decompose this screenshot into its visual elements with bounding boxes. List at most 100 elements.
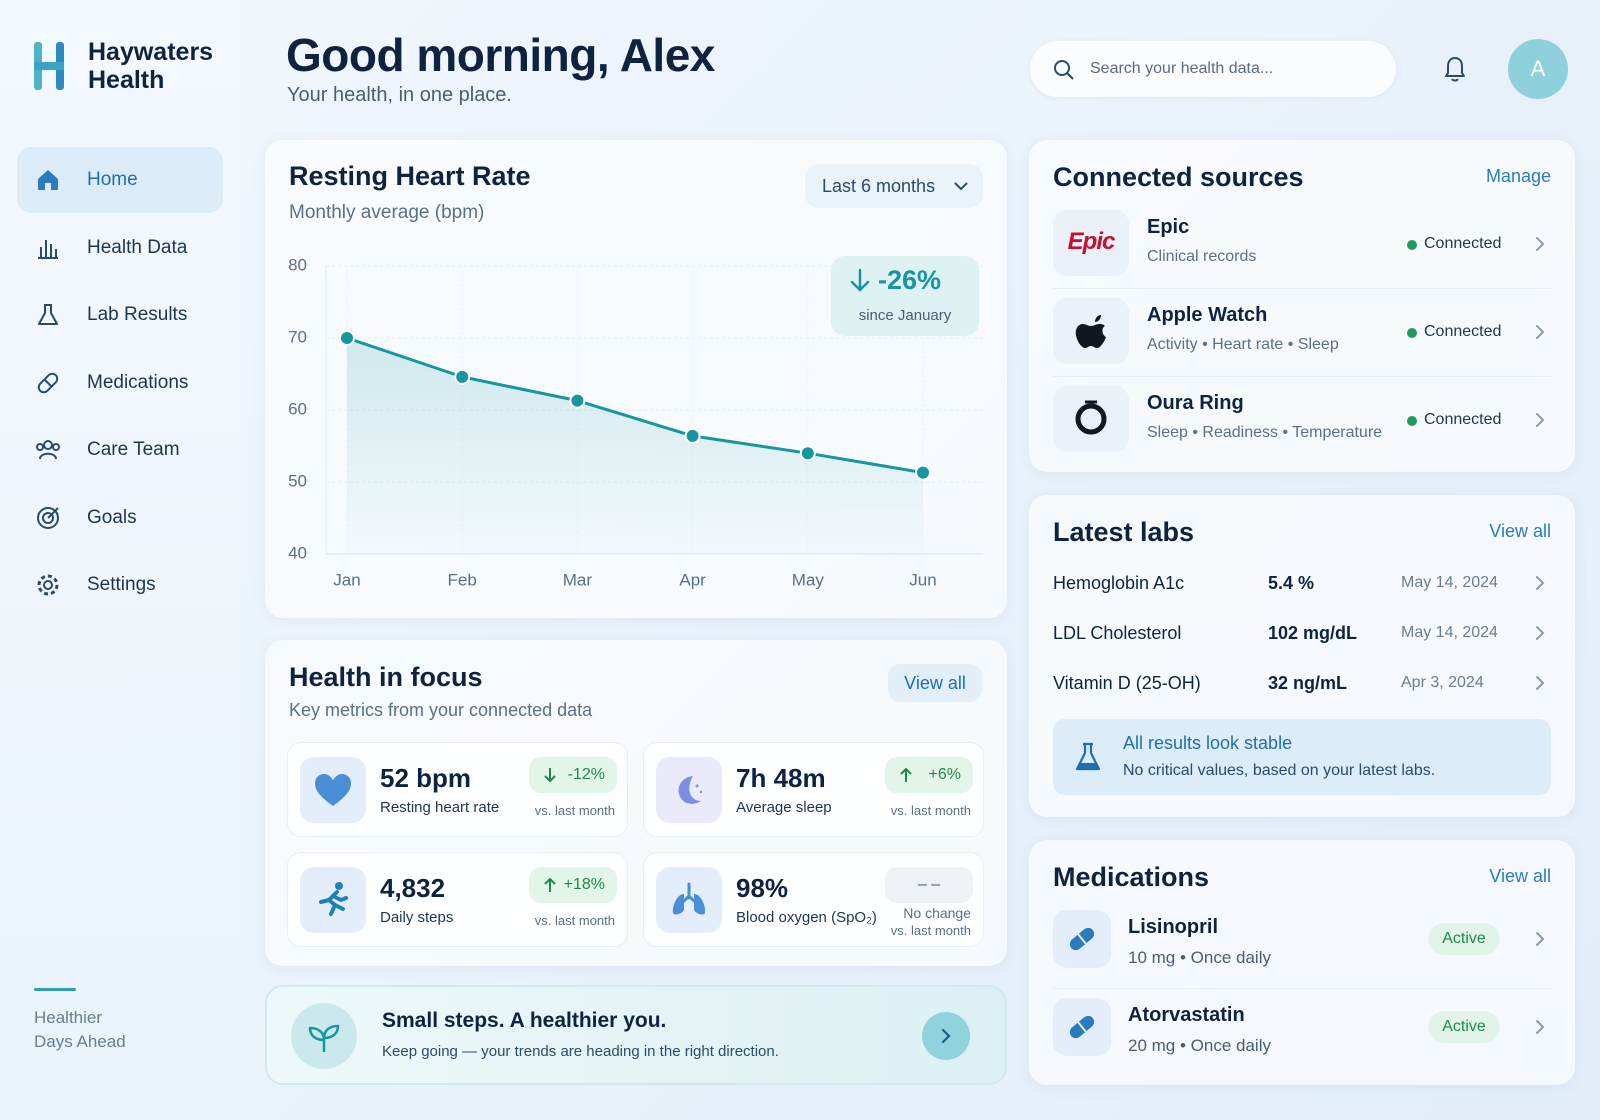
x-tick-label: Apr bbox=[679, 570, 706, 589]
metric-tile: 98% Blood oxygen (SpO₂) – – No change vs. la… bbox=[643, 852, 984, 947]
lab-value: 5.4 % bbox=[1268, 573, 1315, 593]
status-pill: Active bbox=[1428, 923, 1500, 955]
source-row[interactable]: Oura Ring Sleep • Readiness • Temperature… bbox=[1029, 382, 1575, 470]
x-tick-label: Jun bbox=[909, 570, 936, 589]
nav-item[interactable]: Lab Results bbox=[17, 282, 223, 348]
x-tick-label: Mar bbox=[563, 570, 593, 589]
page-subtitle: Your health, in one place. bbox=[287, 84, 512, 106]
medication-row[interactable]: Lisinopril 10 mg • Once daily Active bbox=[1029, 906, 1575, 994]
flask-icon bbox=[1075, 742, 1101, 771]
pill-icon-box bbox=[1053, 998, 1111, 1056]
medications-card: Medications View all Lisinopril 10 mg • Onc… bbox=[1029, 840, 1575, 1085]
metric-delta: – – bbox=[885, 867, 973, 903]
metric-value: 4,832 bbox=[380, 873, 446, 903]
metric-icon-box bbox=[656, 867, 722, 933]
nav-item[interactable]: Medications bbox=[17, 350, 223, 416]
chart-card: Resting Heart Rate Monthly average (bpm) L… bbox=[265, 140, 1007, 618]
source-row[interactable]: Apple Watch Activity • Heart rate • Sleep… bbox=[1029, 294, 1575, 382]
nav-item[interactable]: Care Team bbox=[17, 417, 223, 483]
avatar[interactable]: A bbox=[1508, 39, 1568, 99]
source-detail: Clinical records bbox=[1147, 248, 1257, 265]
nav-item[interactable]: Settings bbox=[17, 552, 223, 618]
lab-value: 102 mg/dL bbox=[1268, 623, 1358, 643]
lab-name: Hemoglobin A1c bbox=[1053, 573, 1185, 593]
change-badge bbox=[831, 256, 979, 336]
tagline: Healthier bbox=[34, 1008, 103, 1027]
card-title: Medications bbox=[1053, 862, 1210, 892]
data-point bbox=[339, 330, 355, 346]
lab-value: 32 ng/mL bbox=[1268, 673, 1348, 693]
banner-icon bbox=[291, 1003, 357, 1069]
metric-value: 7h 48m bbox=[736, 763, 826, 793]
metric-value: 52 bpm bbox=[380, 763, 472, 793]
medication-row[interactable]: Atorvastatin 20 mg • Once daily Active bbox=[1029, 994, 1575, 1082]
nav-label: Health Data bbox=[87, 236, 188, 258]
lab-row[interactable]: Vitamin D (25-OH) 32 ng/mL Apr 3, 2024 bbox=[1029, 663, 1575, 703]
metric-icon bbox=[319, 882, 348, 916]
note-title: All results look stable bbox=[1123, 733, 1293, 753]
data-point bbox=[454, 368, 471, 385]
nav-label: Home bbox=[87, 169, 138, 190]
pill-icon-box bbox=[1053, 910, 1111, 968]
x-tick-label: Jan bbox=[333, 570, 360, 589]
nav-icon bbox=[37, 506, 59, 529]
source-detail: Sleep • Readiness • Temperature bbox=[1147, 424, 1383, 441]
data-point bbox=[915, 464, 931, 481]
nav-label: Lab Results bbox=[87, 304, 188, 325]
range-selector-box bbox=[805, 164, 983, 208]
tagline-rule bbox=[34, 988, 76, 991]
nav-label: Care Team bbox=[87, 439, 180, 460]
nav-item[interactable]: Goals bbox=[17, 485, 223, 551]
nav-label: Settings bbox=[87, 574, 156, 595]
view-all-button[interactable]: View all bbox=[888, 664, 982, 702]
status-dot bbox=[1407, 416, 1417, 426]
search-box[interactable]: Search your health data... bbox=[1030, 41, 1396, 97]
metric-tile: 52 bpm Resting heart rate -12% vs. last mon… bbox=[287, 742, 628, 837]
tagline: Days Ahead bbox=[34, 1032, 126, 1051]
metric-compare: vs. last month bbox=[890, 923, 971, 938]
notification-bell[interactable] bbox=[1441, 54, 1469, 84]
delta-arrow bbox=[900, 767, 912, 782]
status-pill: Active bbox=[1428, 1011, 1500, 1043]
sprout-icon bbox=[308, 1024, 340, 1052]
source-status: Connected bbox=[1424, 323, 1502, 340]
page-title: Good morning, Alex bbox=[286, 29, 715, 81]
medication-name: Lisinopril bbox=[1128, 916, 1218, 938]
view-all-link[interactable]: View all bbox=[1489, 521, 1551, 541]
range-selector[interactable]: Last 6 months bbox=[805, 164, 983, 208]
chart-subtitle: Monthly average (bpm) bbox=[289, 202, 484, 223]
arrow-icon bbox=[941, 1028, 951, 1044]
medication-dose: 10 mg • Once daily bbox=[1128, 948, 1271, 967]
change-label: since January bbox=[859, 307, 952, 324]
row-divider bbox=[1053, 988, 1551, 989]
view-all-link[interactable]: View all bbox=[1489, 866, 1551, 886]
brand-name: Health bbox=[88, 66, 165, 94]
data-point bbox=[569, 392, 586, 409]
nav-item[interactable]: Home bbox=[17, 147, 223, 213]
status-dot bbox=[1407, 240, 1417, 250]
metric-icon-box bbox=[300, 757, 366, 823]
nav-icon bbox=[36, 440, 60, 460]
y-tick-label: 70 bbox=[288, 327, 307, 346]
source-name: Apple Watch bbox=[1147, 304, 1268, 326]
chevron bbox=[1536, 413, 1545, 427]
source-row[interactable]: Epic Epic Clinical records Connected bbox=[1029, 206, 1575, 294]
dropdown-caret bbox=[954, 182, 968, 191]
banner-text: Keep going — your trends are heading in … bbox=[382, 1043, 779, 1060]
nav-icon bbox=[38, 239, 58, 259]
chevron bbox=[1536, 325, 1545, 339]
chevron bbox=[1536, 576, 1545, 590]
source-icon-box bbox=[1053, 386, 1129, 452]
delta-arrow bbox=[544, 877, 556, 892]
manage-link[interactable]: Manage bbox=[1485, 166, 1551, 186]
nav-item[interactable]: Health Data bbox=[17, 215, 223, 281]
x-tick-label: May bbox=[792, 570, 825, 589]
lab-row[interactable]: LDL Cholesterol 102 mg/dL May 14, 2024 bbox=[1029, 613, 1575, 653]
lab-row[interactable]: Hemoglobin A1c 5.4 % May 14, 2024 bbox=[1029, 563, 1575, 603]
banner-arrow-button[interactable] bbox=[922, 1012, 970, 1060]
nav-label: Medications bbox=[87, 371, 189, 393]
change-value: -26% bbox=[878, 265, 941, 295]
line bbox=[346, 336, 924, 475]
